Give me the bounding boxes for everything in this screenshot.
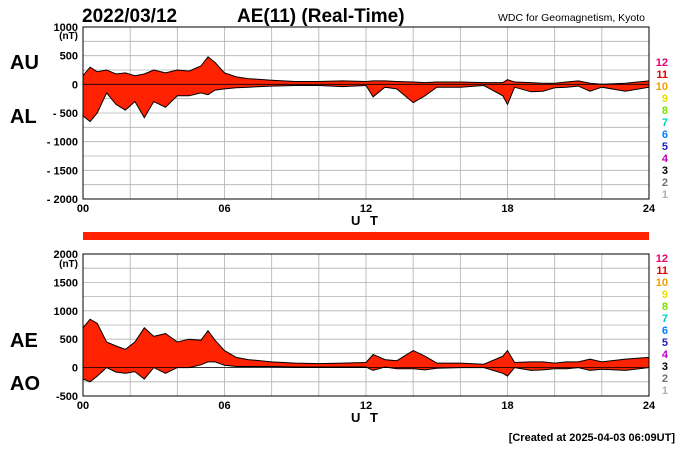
legend-entry: 10 xyxy=(656,81,668,93)
source-label: WDC for Geomagnetism, Kyoto xyxy=(498,12,645,24)
x-tick-label: 06 xyxy=(218,203,230,215)
created-footer: [Created at 2025-04-03 06:09UT] xyxy=(509,432,676,444)
legend-entry: 4 xyxy=(662,349,669,361)
x-tick-label: 06 xyxy=(218,400,230,412)
legend-entry: 8 xyxy=(662,105,668,117)
y-tick-label: 1500 xyxy=(54,277,78,289)
time-coverage-bar xyxy=(83,232,649,240)
x-tick-label: 18 xyxy=(501,203,513,215)
x-tick-label: 00 xyxy=(77,400,89,412)
x-axis-label: U T xyxy=(351,213,381,228)
legend-entry: 1 xyxy=(662,385,668,397)
date-title: 2022/03/12 xyxy=(82,6,177,27)
legend-entry: 5 xyxy=(662,141,668,153)
y-tick-label: 500 xyxy=(60,51,78,63)
y-tick-label: - 500 xyxy=(53,108,78,120)
au-al-panel: 1000 500 0 - 500 - 1000 - 1500 - 2000 (nT) 00 06 1… xyxy=(10,22,656,228)
x-axis-label: U T xyxy=(351,410,381,425)
x-tick-label: 24 xyxy=(643,203,656,215)
x-tick-label: 12 xyxy=(360,400,372,412)
y-tick-label: 1000 xyxy=(54,22,78,34)
legend-entry: 7 xyxy=(662,117,668,129)
y-tick-label: 1000 xyxy=(54,306,78,318)
series-lower-label: AO xyxy=(10,373,40,395)
legend-entry: 3 xyxy=(662,165,668,177)
y-tick-label: 0 xyxy=(72,79,78,91)
y-unit-label: (nT) xyxy=(59,31,78,42)
y-tick-label: 500 xyxy=(60,334,78,346)
legend-entry: 4 xyxy=(662,153,669,165)
legend-entry: 12 xyxy=(656,253,668,265)
legend-entry: 9 xyxy=(662,93,668,105)
x-tick-label: 12 xyxy=(360,203,372,215)
legend-entry: 1 xyxy=(662,189,668,201)
y-tick-label: - 2000 xyxy=(47,194,78,206)
series-lower-label: AL xyxy=(10,106,37,128)
legend-entry: 10 xyxy=(656,277,668,289)
plot-frame xyxy=(82,253,650,397)
plot-frame xyxy=(82,26,650,200)
legend-entry: 2 xyxy=(662,177,668,189)
legend-entry: 7 xyxy=(662,313,668,325)
legend-entry: 5 xyxy=(662,337,668,349)
y-tick-label: - 1500 xyxy=(47,165,78,177)
series-upper-label: AU xyxy=(10,52,39,74)
series-upper-label: AE xyxy=(10,330,38,352)
y-unit-label: (nT) xyxy=(59,259,78,270)
legend-entry: 6 xyxy=(662,325,668,337)
x-tick-label: 24 xyxy=(643,400,656,412)
legend-entry: 6 xyxy=(662,129,668,141)
legend-entry: 2 xyxy=(662,373,668,385)
x-tick-label: 18 xyxy=(501,400,513,412)
legend-entry: 3 xyxy=(662,361,668,373)
legend-entry: 11 xyxy=(656,265,668,277)
y-tick-label: - 1000 xyxy=(47,137,78,149)
y-tick-label: 2000 xyxy=(54,249,78,261)
legend-entry: 9 xyxy=(662,289,668,301)
chart-title: AE(11) (Real-Time) xyxy=(237,6,405,27)
legend-entry: 11 xyxy=(656,69,668,81)
legend-entry: 8 xyxy=(662,301,668,313)
y-tick-label: 0 xyxy=(72,363,78,375)
legend-entry: 12 xyxy=(656,57,668,69)
y-tick-label: -500 xyxy=(56,391,78,403)
ae-ao-panel: 2000 1500 1000 500 0 -500 (nT) 00 06 12 18 24 U T AE A… xyxy=(10,249,656,425)
x-tick-label: 00 xyxy=(77,203,89,215)
